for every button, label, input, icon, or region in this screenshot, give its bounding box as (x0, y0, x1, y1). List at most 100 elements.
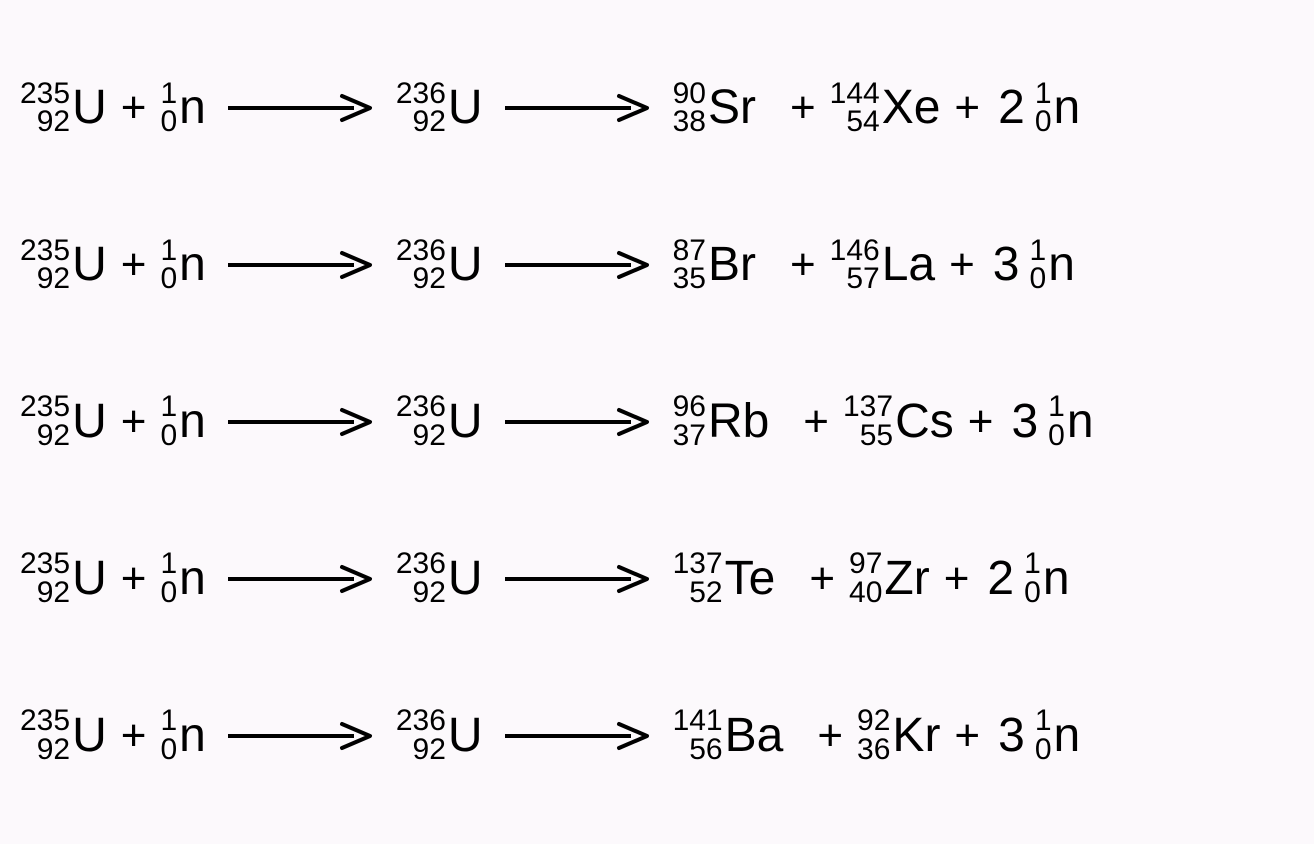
mass-atomic-column: 1 0 (160, 237, 177, 294)
element-symbol: La (882, 241, 935, 289)
atomic-number: 56 (689, 736, 722, 765)
mass-atomic-column: 235 92 (20, 550, 70, 607)
reaction-arrow-icon (503, 407, 653, 437)
reactant-neutron: 1 0 n (160, 707, 205, 764)
mass-number: 1 (160, 393, 177, 422)
element-symbol: U (72, 84, 107, 132)
atomic-number: 0 (1024, 579, 1041, 608)
atomic-number: 92 (413, 579, 446, 608)
element-symbol: U (448, 555, 483, 603)
product-1: 87 35 Br (673, 237, 756, 294)
element-symbol: n (1054, 84, 1081, 132)
mass-atomic-column: 236 92 (396, 707, 446, 764)
mass-number: 1 (160, 80, 177, 109)
reaction-arrow-icon (503, 721, 653, 751)
mass-atomic-column: 144 54 (830, 80, 880, 137)
product-1: 90 38 Sr (673, 80, 756, 137)
mass-number: 235 (20, 393, 70, 422)
product-2: 92 36 Kr (857, 707, 940, 764)
mass-atomic-column: 236 92 (396, 237, 446, 294)
atomic-number: 0 (160, 579, 177, 608)
mass-atomic-column: 236 92 (396, 393, 446, 450)
plus-operator: + (817, 714, 843, 758)
mass-atomic-column: 96 37 (673, 393, 706, 450)
atomic-number: 0 (1035, 108, 1052, 137)
mass-number: 90 (673, 80, 706, 109)
mass-atomic-column: 1 0 (160, 550, 177, 607)
element-symbol: U (72, 555, 107, 603)
atomic-number: 0 (160, 422, 177, 451)
element-symbol: Xe (882, 84, 941, 132)
reaction-arrow-icon (226, 407, 376, 437)
equation-row: 235 92 U + 1 0 n 236 92 U (20, 707, 1294, 764)
product-neutron: 1 0 n (1035, 80, 1080, 137)
atomic-number: 92 (37, 108, 70, 137)
element-symbol: U (448, 712, 483, 760)
mass-atomic-column: 235 92 (20, 393, 70, 450)
reactant-uranium: 235 92 U (20, 237, 107, 294)
mass-atomic-column: 90 38 (673, 80, 706, 137)
mass-atomic-column: 146 57 (830, 237, 880, 294)
element-symbol: n (1043, 555, 1070, 603)
mass-atomic-column: 87 35 (673, 237, 706, 294)
mass-number: 92 (857, 707, 890, 736)
element-symbol: U (448, 84, 483, 132)
plus-operator: + (121, 243, 147, 287)
reactant-neutron: 1 0 n (160, 393, 205, 450)
mass-atomic-column: 97 40 (849, 550, 882, 607)
neutron-coefficient: 2 (998, 84, 1025, 132)
product-2: 137 55 Cs (843, 393, 954, 450)
atomic-number: 92 (37, 422, 70, 451)
element-symbol: n (179, 241, 206, 289)
reaction-arrow-icon (226, 250, 376, 280)
mass-atomic-column: 1 0 (160, 80, 177, 137)
equation-row: 235 92 U + 1 0 n 236 92 U (20, 550, 1294, 607)
atomic-number: 92 (37, 579, 70, 608)
mass-number: 235 (20, 237, 70, 266)
reaction-arrow-icon (503, 250, 653, 280)
intermediate-uranium: 236 92 U (396, 550, 483, 607)
mass-number: 97 (849, 550, 882, 579)
mass-number: 146 (830, 237, 880, 266)
atomic-number: 0 (1030, 265, 1047, 294)
element-symbol: Kr (892, 712, 940, 760)
reaction-arrow-icon (503, 93, 653, 123)
reactant-neutron: 1 0 n (160, 550, 205, 607)
mass-atomic-column: 1 0 (1024, 550, 1041, 607)
product-1: 137 52 Te (673, 550, 776, 607)
product-neutron: 1 0 n (1035, 707, 1080, 764)
element-symbol: U (448, 398, 483, 446)
mass-number: 236 (396, 550, 446, 579)
mass-atomic-column: 235 92 (20, 237, 70, 294)
neutron-coefficient: 3 (1011, 398, 1038, 446)
element-symbol: Sr (708, 84, 756, 132)
plus-operator: + (968, 400, 994, 444)
element-symbol: Ba (725, 712, 784, 760)
mass-number: 236 (396, 237, 446, 266)
reactant-uranium: 235 92 U (20, 550, 107, 607)
atomic-number: 36 (857, 736, 890, 765)
plus-operator: + (790, 86, 816, 130)
product-2: 97 40 Zr (849, 550, 930, 607)
mass-atomic-column: 1 0 (1030, 237, 1047, 294)
element-symbol: Br (708, 241, 756, 289)
neutron-coefficient: 3 (998, 712, 1025, 760)
element-symbol: Zr (884, 555, 929, 603)
product-neutron: 1 0 n (1024, 550, 1069, 607)
reaction-arrow-icon (226, 93, 376, 123)
mass-number: 1 (160, 707, 177, 736)
mass-number: 1 (1035, 707, 1052, 736)
plus-operator: + (803, 400, 829, 444)
mass-atomic-column: 137 52 (673, 550, 723, 607)
reaction-arrow-icon (226, 721, 376, 751)
atomic-number: 54 (846, 108, 879, 137)
equation-row: 235 92 U + 1 0 n 236 92 U (20, 393, 1294, 450)
atomic-number: 92 (413, 736, 446, 765)
element-symbol: U (448, 241, 483, 289)
element-symbol: Te (725, 555, 776, 603)
intermediate-uranium: 236 92 U (396, 707, 483, 764)
element-symbol: n (179, 398, 206, 446)
atomic-number: 0 (160, 108, 177, 137)
mass-number: 144 (830, 80, 880, 109)
plus-operator: + (121, 714, 147, 758)
